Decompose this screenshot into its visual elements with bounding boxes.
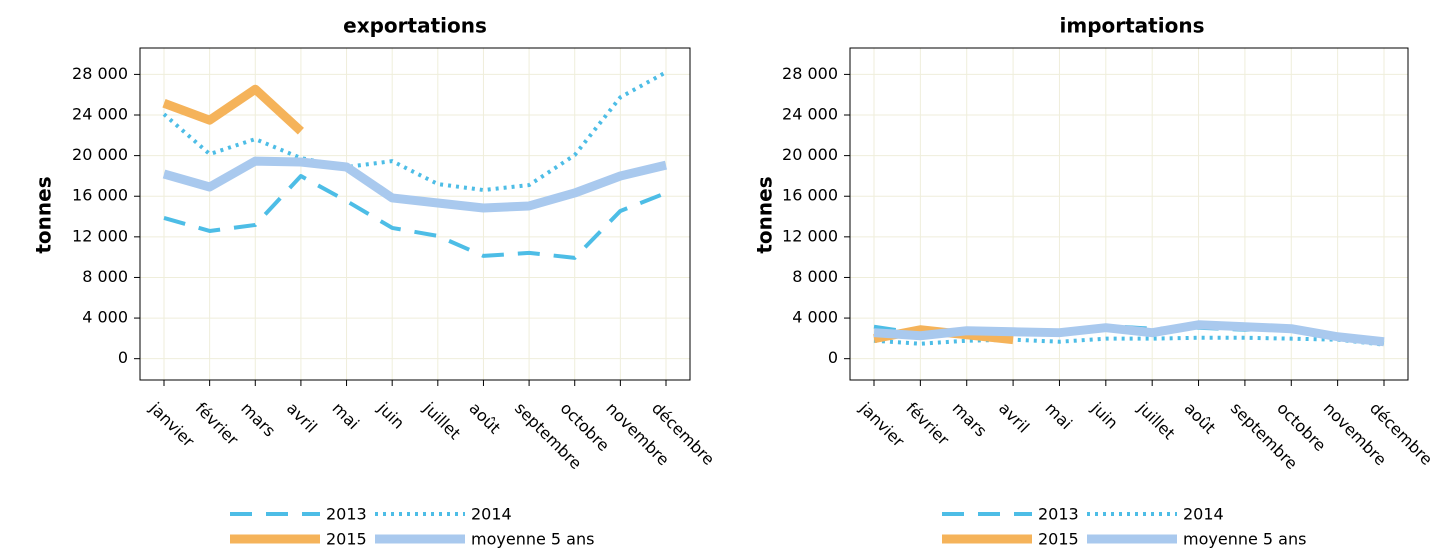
data-line [162, 84, 304, 135]
y-axis-label: tonnes [32, 176, 56, 253]
y-tick-label: 12 000 [72, 226, 128, 245]
y-tick-label: 24 000 [782, 105, 838, 124]
legend-label: 2013 [326, 505, 367, 524]
data-line [873, 335, 1385, 347]
data-line [163, 174, 667, 260]
x-tick-label: juillet [419, 398, 464, 443]
y-tick-label: 16 000 [72, 186, 128, 205]
y-tick-label: 24 000 [72, 105, 128, 124]
x-tick-label: avril [283, 399, 321, 437]
legend-label: moyenne 5 ans [471, 530, 594, 549]
x-tick-label: août [1181, 399, 1220, 438]
chart-title: importations [1060, 14, 1205, 38]
y-tick-label: 8 000 [82, 267, 128, 286]
y-tick-label: 20 000 [782, 145, 838, 164]
legend-label: 2013 [1038, 505, 1079, 524]
x-tick-label: mars [237, 399, 279, 441]
x-tick-label: juin [1087, 398, 1122, 433]
y-tick-label: 0 [828, 348, 838, 367]
legend-label: 2014 [471, 505, 512, 524]
data-line [162, 156, 668, 213]
legend-label: 2015 [1038, 530, 1079, 549]
x-tick-label: août [465, 399, 504, 438]
legend-label: moyenne 5 ans [1183, 530, 1306, 549]
y-tick-label: 0 [118, 348, 128, 367]
x-tick-label: avril [995, 399, 1033, 437]
x-tick-label: mai [1041, 399, 1076, 434]
x-tick-label: juillet [1133, 398, 1178, 443]
x-tick-label: mars [949, 399, 991, 441]
y-axis-label: tonnes [753, 176, 777, 253]
x-tick-label: janvier [855, 398, 908, 451]
y-tick-label: 16 000 [782, 186, 838, 205]
y-tick-label: 28 000 [782, 64, 838, 83]
x-tick-label: janvier [145, 398, 198, 451]
y-tick-label: 28 000 [72, 64, 128, 83]
y-tick-label: 12 000 [782, 226, 838, 245]
y-tick-label: 8 000 [792, 267, 838, 286]
plot-frame [849, 47, 1409, 381]
data-line [873, 320, 1385, 347]
chart-title: exportations [343, 14, 487, 38]
x-tick-label: février [192, 399, 243, 450]
y-tick-label: 4 000 [792, 308, 838, 327]
legend-label: 2014 [1183, 505, 1224, 524]
chart-panel: exportations tonnes 0 4 000 8 000 12 000 16 … [32, 14, 719, 549]
chart-panel: importations tonnes 0 4 000 8 000 12 000 16 … [753, 14, 1437, 549]
y-tick-label: 20 000 [72, 145, 128, 164]
x-tick-label: juin [373, 398, 408, 433]
y-tick-label: 4 000 [82, 308, 128, 327]
x-tick-label: mai [329, 399, 364, 434]
x-tick-label: février [902, 399, 953, 450]
plot-frame [139, 47, 691, 381]
legend-label: 2015 [326, 530, 367, 549]
